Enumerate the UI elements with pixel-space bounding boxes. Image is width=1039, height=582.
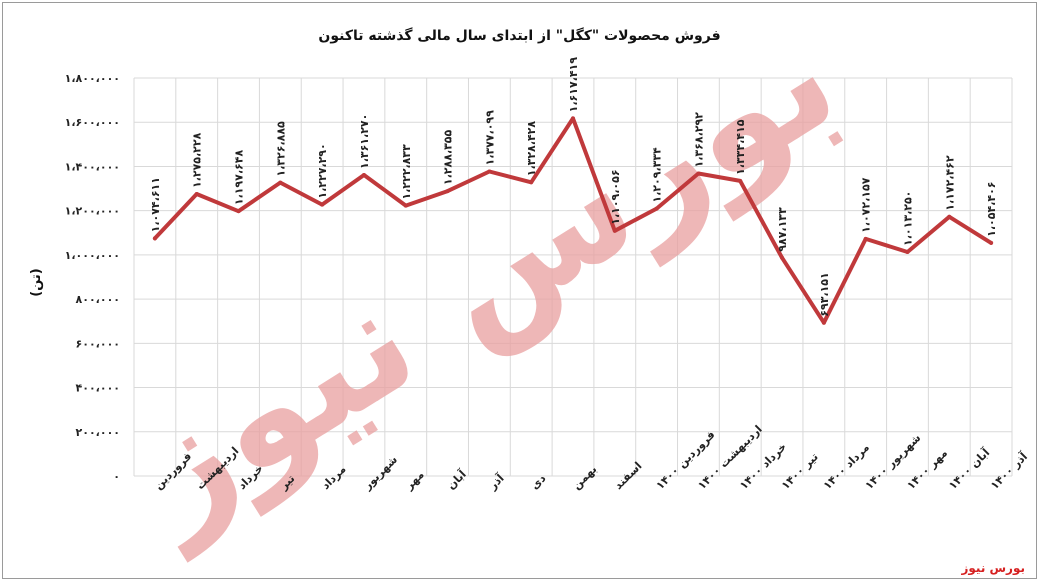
data-label: ۱،۲۸۸،۳۵۵ — [442, 129, 455, 185]
data-point — [152, 236, 157, 241]
data-point — [571, 116, 575, 121]
data-label: ۱،۲۰۹،۳۳۴ — [651, 147, 664, 203]
data-point — [738, 178, 743, 183]
data-point — [320, 202, 325, 207]
x-tick-label: مهر — [402, 468, 427, 493]
data-label: ۱،۰۷۴،۶۱۱ — [149, 177, 162, 232]
data-label: ۱،۲۲۷،۲۹۰ — [316, 143, 329, 198]
data-point — [905, 249, 910, 254]
x-tick-label: آبان ۱۴۰۰ — [946, 445, 993, 492]
data-label: ۱،۳۷۷،۰۹۹ — [483, 110, 496, 166]
data-label: ۱،۱۷۲،۴۶۲ — [943, 155, 956, 211]
x-tick-label: آذر — [485, 471, 507, 493]
data-label: ۹۸۷،۱۳۳ — [776, 207, 789, 252]
y-tick-label: ۲۰۰،۰۰۰ — [76, 426, 120, 439]
data-point — [612, 228, 617, 233]
x-tick-label: تیر ۱۴۰۰ — [779, 450, 821, 492]
x-tick-label: شهریور — [360, 453, 400, 493]
data-point — [780, 255, 785, 260]
data-label: ۱،۳۲۸،۴۲۸ — [525, 121, 538, 177]
y-tick-label: ۴۰۰،۰۰۰ — [76, 382, 120, 395]
y-tick-label: ۰ — [113, 470, 120, 483]
x-tick-label: مهر ۱۴۰۰ — [904, 446, 950, 492]
data-point — [696, 171, 701, 176]
x-tick-label: آذر ۱۴۰۰ — [987, 449, 1030, 492]
y-tick-label: ۱،۴۰۰،۰۰۰ — [65, 160, 120, 173]
data-point — [487, 169, 492, 174]
data-label: ۱،۳۲۶،۸۸۵ — [274, 121, 287, 177]
chart-title: فروش محصولات "کگل" از ابتدای سال مالی گذ… — [318, 28, 721, 44]
data-label: ۱،۱۰۹،۰۵۶ — [609, 169, 622, 224]
data-point — [278, 180, 283, 185]
data-label: ۱،۳۶۱،۲۷۰ — [358, 114, 371, 169]
data-point — [989, 240, 994, 245]
data-label: ۱،۳۶۸،۲۹۲ — [692, 112, 705, 168]
data-label: ۱،۱۹۷،۶۴۸ — [233, 150, 246, 206]
data-point — [863, 236, 868, 241]
source-label: بورس نیوز — [961, 561, 1025, 575]
y-tick-label: ۱،۸۰۰،۰۰۰ — [65, 72, 120, 85]
data-point — [236, 209, 241, 214]
x-tick-label: بهمن — [570, 463, 599, 492]
data-label: ۱،۳۳۴،۴۱۵ — [734, 119, 747, 175]
data-point — [361, 173, 366, 178]
y-tick-label: ۶۰۰،۰۰۰ — [76, 337, 120, 350]
data-point — [445, 189, 450, 194]
y-tick-label: ۱،۲۰۰،۰۰۰ — [65, 205, 120, 218]
data-point — [654, 206, 659, 211]
data-label: ۶۹۳،۱۵۱ — [818, 272, 831, 316]
data-label: ۱،۲۷۵،۲۲۸ — [191, 132, 204, 188]
x-tick-label: آبان — [444, 467, 469, 492]
data-label: ۱،۰۵۴،۴۰۶ — [985, 181, 998, 236]
x-tick-label: دی — [528, 472, 549, 493]
data-point — [947, 214, 952, 219]
data-label: ۱،۲۲۲،۸۳۳ — [400, 144, 413, 200]
data-point — [821, 320, 826, 325]
data-label: ۱،۰۷۲،۱۵۷ — [860, 177, 873, 233]
data-label: ۱،۰۱۳،۲۵۰ — [901, 191, 914, 246]
y-tick-label: ۱،۰۰۰،۰۰۰ — [65, 249, 120, 262]
y-tick-label: ۸۰۰،۰۰۰ — [76, 293, 120, 306]
y-tick-label: ۱،۶۰۰،۰۰۰ — [65, 116, 120, 129]
data-point — [403, 203, 408, 208]
data-point — [194, 192, 199, 197]
data-label: ۱،۶۱۷،۴۱۹ — [567, 57, 580, 113]
data-point — [529, 180, 534, 185]
